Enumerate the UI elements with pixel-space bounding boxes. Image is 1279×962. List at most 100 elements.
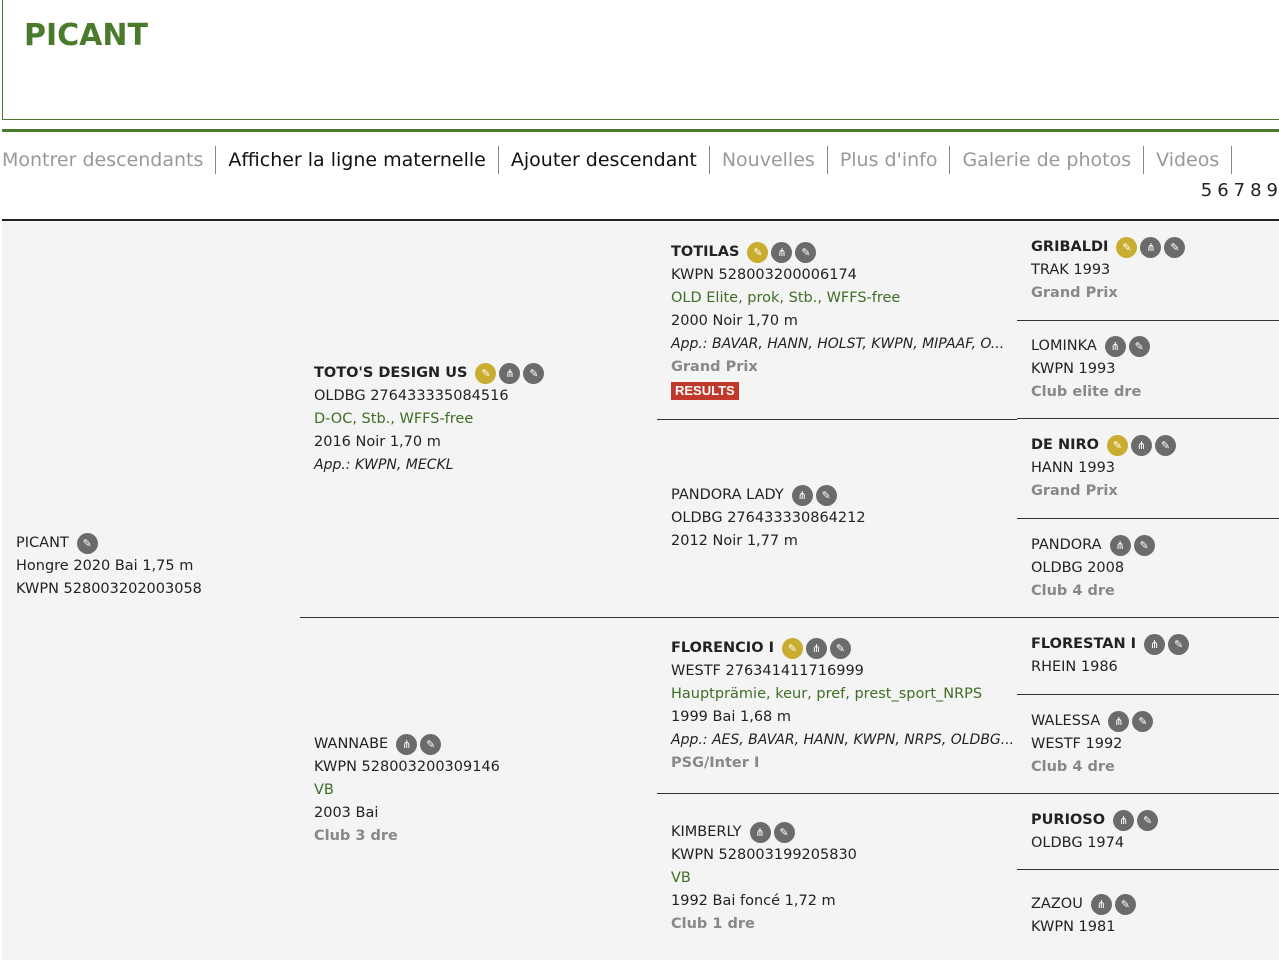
horse-predicates: Hauptprämie, keur, pref, prest_sport_NRP…: [671, 685, 983, 702]
nav-link-ajouter-descendant[interactable]: Ajouter descendant: [499, 146, 710, 174]
horse-name-link[interactable]: WANNABE: [314, 735, 389, 752]
approved-stallion-icon[interactable]: ✎: [781, 637, 803, 659]
pedigree-tree-icon[interactable]: ⋔: [1104, 336, 1126, 357]
horse-name-row: KIMBERLY ⋔ ✎: [671, 821, 1017, 844]
edit-icon[interactable]: ✎: [1114, 894, 1136, 915]
edit-icon[interactable]: ✎: [773, 821, 795, 843]
horse-name-link[interactable]: GRIBALDI: [1031, 239, 1109, 255]
nav-link-videos[interactable]: Videos: [1144, 146, 1233, 174]
nav-link-nouvelles[interactable]: Nouvelles: [710, 146, 828, 174]
horse-info: 1999 Bai 1,68 m: [671, 708, 792, 725]
pedigree-cell: LOMINKA ⋔ ✎ KWPN 1993 Club elite dre: [1017, 320, 1279, 418]
edit-icon[interactable]: ✎: [420, 733, 442, 755]
horse-name-link[interactable]: LOMINKA: [1031, 338, 1097, 354]
pedigree-cell: FLORESTAN I ⋔ ✎ RHEIN 1986: [1017, 617, 1279, 694]
horse-name-link[interactable]: PANDORA LADY: [671, 487, 784, 503]
edit-icon[interactable]: ✎: [1155, 435, 1177, 456]
edit-icon[interactable]: ✎: [1128, 336, 1150, 357]
edit-icon[interactable]: ✎: [76, 532, 98, 554]
pedigree-cell: KIMBERLY ⋔ ✎ KWPN 528003199205830 VB 1992 Bai…: [657, 793, 1017, 962]
edit-icon[interactable]: ✎: [1132, 710, 1154, 732]
horse-id: WESTF 276341411716999: [671, 662, 864, 679]
horse-name-link[interactable]: DE NIRO: [1031, 437, 1100, 453]
horse-name-link[interactable]: PURIOSO: [1031, 811, 1106, 828]
horse-info: 2012 Noir 1,77 m: [671, 533, 798, 549]
horse-approvals: App.: KWPN, MECKL: [314, 456, 454, 473]
pedigree-tree-icon[interactable]: ⋔: [1108, 710, 1130, 732]
pedigree-tree-icon[interactable]: ⋔: [499, 362, 521, 384]
approved-stallion-icon[interactable]: ✎: [475, 362, 497, 384]
pedigree-cell: GRIBALDI ✎ ⋔ ✎ TRAK 1993 Grand Prix: [1017, 221, 1279, 320]
horse-id: HANN 1993: [1031, 460, 1116, 476]
horse-level: Club elite dre: [1031, 384, 1142, 400]
horse-name-link[interactable]: FLORENCIO I: [671, 639, 774, 656]
pedigree-tree-icon[interactable]: ⋔: [1144, 634, 1166, 655]
nav-link-montrer-descendants[interactable]: Montrer descendants: [2, 146, 217, 174]
edit-icon[interactable]: ✎: [1137, 809, 1159, 831]
horse-info: 2003 Bai: [314, 804, 379, 821]
horse-info: 2000 Noir 1,70 m: [671, 312, 798, 329]
pedigree-cell: PICANT ✎ Hongre 2020 Bai 1,75 m KWPN 528003…: [2, 221, 300, 911]
horse-id: OLDBG 276433335084516: [314, 387, 509, 404]
horse-name-link[interactable]: WALESSA: [1031, 712, 1101, 729]
horse-name-row: WALESSA ⋔ ✎: [1031, 710, 1279, 733]
edit-icon[interactable]: ✎: [795, 241, 817, 263]
approved-stallion-icon[interactable]: ✎: [747, 241, 769, 263]
horse-predicates: VB: [671, 869, 691, 886]
pedigree-tree-icon[interactable]: ⋔: [1131, 435, 1153, 456]
horse-name-link[interactable]: FLORESTAN I: [1031, 636, 1137, 652]
pedigree-tree-icon[interactable]: ⋔: [1140, 237, 1162, 258]
horse-predicates: OLD Elite, prok, Stb., WFFS-free: [671, 289, 901, 306]
edit-icon[interactable]: ✎: [523, 362, 545, 384]
horse-info: Hongre 2020 Bai 1,75 m: [16, 557, 194, 574]
nav-link-afficher-la-ligne-maternelle[interactable]: Afficher la ligne maternelle: [216, 146, 499, 174]
horse-id: KWPN 528003199205830: [671, 846, 857, 863]
results-badge[interactable]: RESULTS: [671, 381, 739, 400]
horse-name-row: LOMINKA ⋔ ✎: [1031, 335, 1279, 358]
horse-name-row: DE NIRO ✎ ⋔ ✎: [1031, 434, 1279, 457]
generation-page-link[interactable]: 9: [1266, 180, 1279, 201]
horse-name-link[interactable]: KIMBERLY: [671, 823, 742, 840]
horse-name-link[interactable]: TOTILAS: [671, 243, 740, 260]
pedigree-tree-icon[interactable]: ⋔: [396, 733, 418, 755]
horse-id: KWPN 528003200006174: [671, 266, 857, 283]
edit-icon[interactable]: ✎: [1164, 237, 1186, 258]
horse-name-row: ZAZOU ⋔ ✎: [1031, 893, 1279, 916]
horse-id: OLDBG 2008: [1031, 559, 1125, 576]
generation-page-link[interactable]: 6: [1217, 180, 1230, 201]
approved-stallion-icon[interactable]: ✎: [1116, 237, 1138, 258]
edit-icon[interactable]: ✎: [829, 637, 851, 659]
pedigree-tree-icon[interactable]: ⋔: [1090, 894, 1112, 915]
horse-level: Club 4 dre: [1031, 758, 1115, 775]
pedigree-tree-icon[interactable]: ⋔: [1109, 534, 1131, 556]
horse-name-link[interactable]: PICANT: [16, 534, 69, 551]
generation-page-link[interactable]: 5: [1200, 180, 1214, 201]
horse-approvals: App.: BAVAR, HANN, HOLST, KWPN, MIPAAF, …: [671, 335, 1005, 352]
horse-level: Club 3 dre: [314, 827, 398, 844]
horse-name-link[interactable]: PANDORA: [1031, 536, 1102, 553]
pedigree-cell: WANNABE ⋔ ✎ KWPN 528003200309146 VB 2003 Bai C…: [300, 617, 657, 962]
pedigree-tree-icon[interactable]: ⋔: [805, 637, 827, 659]
pedigree-tree-icon[interactable]: ⋔: [1113, 809, 1135, 831]
generation-page-link[interactable]: 7: [1233, 180, 1247, 201]
pedigree-cell: TOTO'S DESIGN US ✎ ⋔ ✎ OLDBG 276433335084516…: [300, 221, 657, 617]
horse-name-row: FLORENCIO I ✎ ⋔ ✎: [671, 637, 1017, 660]
approved-stallion-icon[interactable]: ✎: [1107, 435, 1129, 456]
edit-icon[interactable]: ✎: [1133, 534, 1155, 556]
pedigree-tree-icon[interactable]: ⋔: [749, 821, 771, 843]
page-title: PICANT: [24, 18, 148, 53]
edit-icon[interactable]: ✎: [1168, 634, 1190, 655]
horse-name-link[interactable]: TOTO'S DESIGN US: [314, 364, 468, 381]
pedigree-tree-icon[interactable]: ⋔: [791, 485, 813, 506]
pedigree-cell: PURIOSO ⋔ ✎ OLDBG 1974: [1017, 793, 1279, 869]
horse-name-link[interactable]: ZAZOU: [1031, 896, 1083, 912]
horse-level: Grand Prix: [1031, 285, 1118, 301]
horse-level: Club 1 dre: [671, 915, 755, 932]
generation-page-link[interactable]: 8: [1250, 180, 1263, 201]
horse-name-row: PANDORA LADY ⋔ ✎: [671, 484, 1017, 507]
pedigree-tree-icon[interactable]: ⋔: [771, 241, 793, 263]
nav-link-plus-d-info[interactable]: Plus d'info: [828, 146, 951, 174]
nav-link-galerie-de-photos[interactable]: Galerie de photos: [950, 146, 1145, 174]
edit-icon[interactable]: ✎: [815, 485, 837, 506]
